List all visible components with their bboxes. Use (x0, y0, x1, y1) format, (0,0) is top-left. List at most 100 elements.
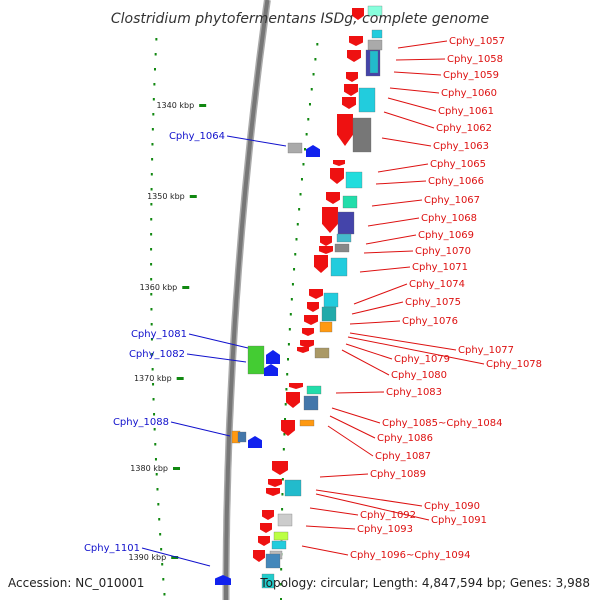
leader-line (315, 493, 430, 521)
reverse-gene-arrow (330, 168, 344, 184)
minor-tick (290, 298, 293, 301)
kbp-tick (173, 467, 181, 470)
minor-tick (287, 343, 290, 346)
reverse-gene-arrow (272, 461, 288, 475)
reverse-gene-label: Cphy_1063 (433, 141, 489, 152)
leader-line (397, 40, 448, 49)
minor-tick (154, 53, 157, 56)
reverse-gene-arrow (337, 114, 353, 146)
leader-line (395, 58, 446, 61)
domain-box (265, 553, 281, 569)
minor-tick (310, 88, 313, 91)
domain-box (237, 431, 247, 443)
leader-line (377, 163, 429, 173)
minor-tick (281, 493, 284, 496)
minor-tick (150, 338, 153, 341)
minor-tick (160, 548, 163, 551)
reverse-gene-label: Cphy_1058 (447, 54, 503, 65)
domain-box (271, 540, 287, 550)
minor-tick (288, 328, 291, 331)
domain-box (369, 50, 379, 74)
reverse-gene-label: Cphy_1075 (405, 297, 461, 308)
minor-tick (283, 433, 286, 436)
minor-tick (314, 58, 317, 61)
reverse-gene-label: Cphy_1091 (431, 515, 487, 526)
reverse-gene-arrow (297, 347, 309, 353)
reverse-gene-label: Cphy_1093 (357, 524, 413, 535)
leader-line (349, 332, 457, 351)
minor-tick (152, 98, 155, 101)
reverse-gene-label: Cphy_1077 (458, 345, 514, 356)
leader-line (188, 333, 249, 349)
reverse-gene-label: Cphy_1090 (424, 501, 480, 512)
domain-box (334, 243, 350, 253)
reverse-gene-arrow (253, 550, 265, 562)
minor-tick (150, 233, 153, 236)
kbp-scale: 1340 kbp 1350 kbp 1360 kbp 1370 kbp 1380 kbp… (129, 101, 207, 562)
domain-box (337, 211, 355, 235)
leader-line (141, 547, 211, 567)
reverse-gene-label: Cphy_1070 (415, 246, 471, 257)
domain-box (321, 306, 337, 322)
kbp-label: 1390 kbp (129, 553, 167, 562)
minor-tick (151, 158, 154, 161)
topology-text: Topology: circular; Length: 4,847,594 bp… (259, 576, 590, 590)
minor-tick (284, 418, 287, 421)
minor-tick (157, 503, 160, 506)
reverse-gene-arrow (319, 246, 333, 254)
gene-labels: Cphy_1057 Cphy_1058 Cphy_1059 Cphy_1060 Cphy… (84, 36, 542, 567)
domain-box (261, 573, 275, 589)
reverse-gene-arrow (260, 523, 272, 533)
reverse-gene-label: Cphy_1066 (428, 176, 484, 187)
minor-tick (154, 458, 157, 461)
forward-gene-label: Cphy_1064 (169, 131, 225, 142)
minor-tick (153, 68, 156, 71)
leader-line (335, 391, 385, 394)
reverse-gene-label: Cphy_1071 (412, 262, 468, 273)
domain-box (336, 233, 352, 243)
reverse-gene-arrow (262, 510, 274, 520)
reverse-gene-label: Cphy_1083 (386, 387, 442, 398)
minor-tick (152, 398, 155, 401)
reverse-gene-arrow (266, 488, 280, 496)
minor-tick (155, 38, 158, 41)
reverse-gene-arrow (333, 160, 345, 166)
reverse-gene-arrow (352, 8, 364, 20)
reverse-gene-label: Cphy_1069 (418, 230, 474, 241)
leader-line (365, 234, 417, 245)
reverse-gene-arrow (344, 84, 358, 96)
minor-tick (158, 518, 161, 521)
minor-tick (150, 218, 153, 221)
kbp-tick (176, 377, 184, 380)
reverse-gene-arrow (349, 36, 363, 46)
minor-tick (296, 223, 299, 226)
minor-tick (150, 248, 153, 251)
reverse-gene-label: Cphy_1067 (424, 195, 480, 206)
domain-box (367, 39, 383, 51)
minor-tick (151, 143, 154, 146)
minor-tick (289, 313, 292, 316)
domain-box (299, 419, 315, 427)
forward-gene-label: Cphy_1082 (129, 349, 185, 360)
reverse-gene-arrow (322, 207, 338, 233)
minor-tick (150, 323, 153, 326)
reverse-gene-label: Cphy_1089 (370, 469, 426, 480)
leader-line (359, 266, 411, 273)
minor-tick (152, 383, 155, 386)
domain-box (367, 5, 383, 17)
gene-track (215, 5, 383, 589)
minor-tick (300, 178, 303, 181)
minor-tick (294, 253, 297, 256)
leader-line (371, 199, 423, 207)
backbone-line (224, 0, 270, 600)
minor-tick (150, 308, 153, 311)
reverse-gene-label: Cphy_1057 (449, 36, 505, 47)
minor-tick (153, 413, 156, 416)
minor-tick (312, 73, 315, 76)
backbone-outer (222, 0, 271, 600)
leader-line (363, 250, 414, 254)
leader-line (381, 137, 432, 147)
reverse-gene-arrow (304, 315, 318, 325)
reverse-gene-label: Cphy_1060 (441, 88, 497, 99)
